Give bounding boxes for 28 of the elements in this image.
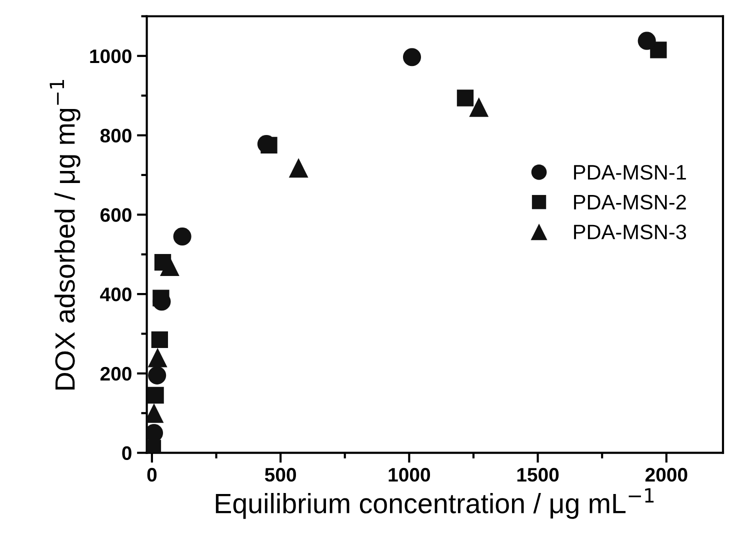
point bbox=[638, 32, 656, 50]
legend-label: PDA-MSN-2 bbox=[574, 194, 686, 210]
legend-label: PDA-MSN-3 bbox=[574, 224, 686, 240]
point bbox=[148, 366, 166, 384]
point bbox=[154, 254, 172, 271]
y-tick-label: 400 bbox=[100, 288, 132, 302]
y-axis-title: DOX adsorbed / μg mg$^{−1}$ bbox=[50, 80, 80, 390]
point bbox=[147, 386, 164, 404]
point bbox=[288, 158, 308, 178]
point bbox=[151, 331, 168, 348]
legend-label: PDA-MSN-1 bbox=[574, 164, 686, 180]
y-tick-label: 600 bbox=[100, 208, 132, 222]
point bbox=[469, 97, 489, 117]
point bbox=[402, 48, 422, 66]
x-tick-label: 1500 bbox=[517, 468, 559, 482]
x-tick-label: 1000 bbox=[388, 468, 430, 482]
point bbox=[148, 348, 168, 368]
x-tick-label: 500 bbox=[264, 468, 296, 482]
y-tick-label: 1000 bbox=[90, 49, 132, 64]
y-tick-label: 200 bbox=[100, 366, 132, 381]
point bbox=[456, 90, 474, 106]
point bbox=[173, 227, 192, 246]
y-tick-label: 800 bbox=[100, 128, 132, 143]
x-tick-label: 0 bbox=[147, 468, 157, 482]
y-tick-label: 0 bbox=[122, 446, 132, 460]
x-axis-title: Equilibrium concentration / μg mL$^{−1}$ bbox=[216, 488, 654, 519]
x-tick-label: 2000 bbox=[645, 468, 688, 482]
point bbox=[146, 424, 164, 442]
